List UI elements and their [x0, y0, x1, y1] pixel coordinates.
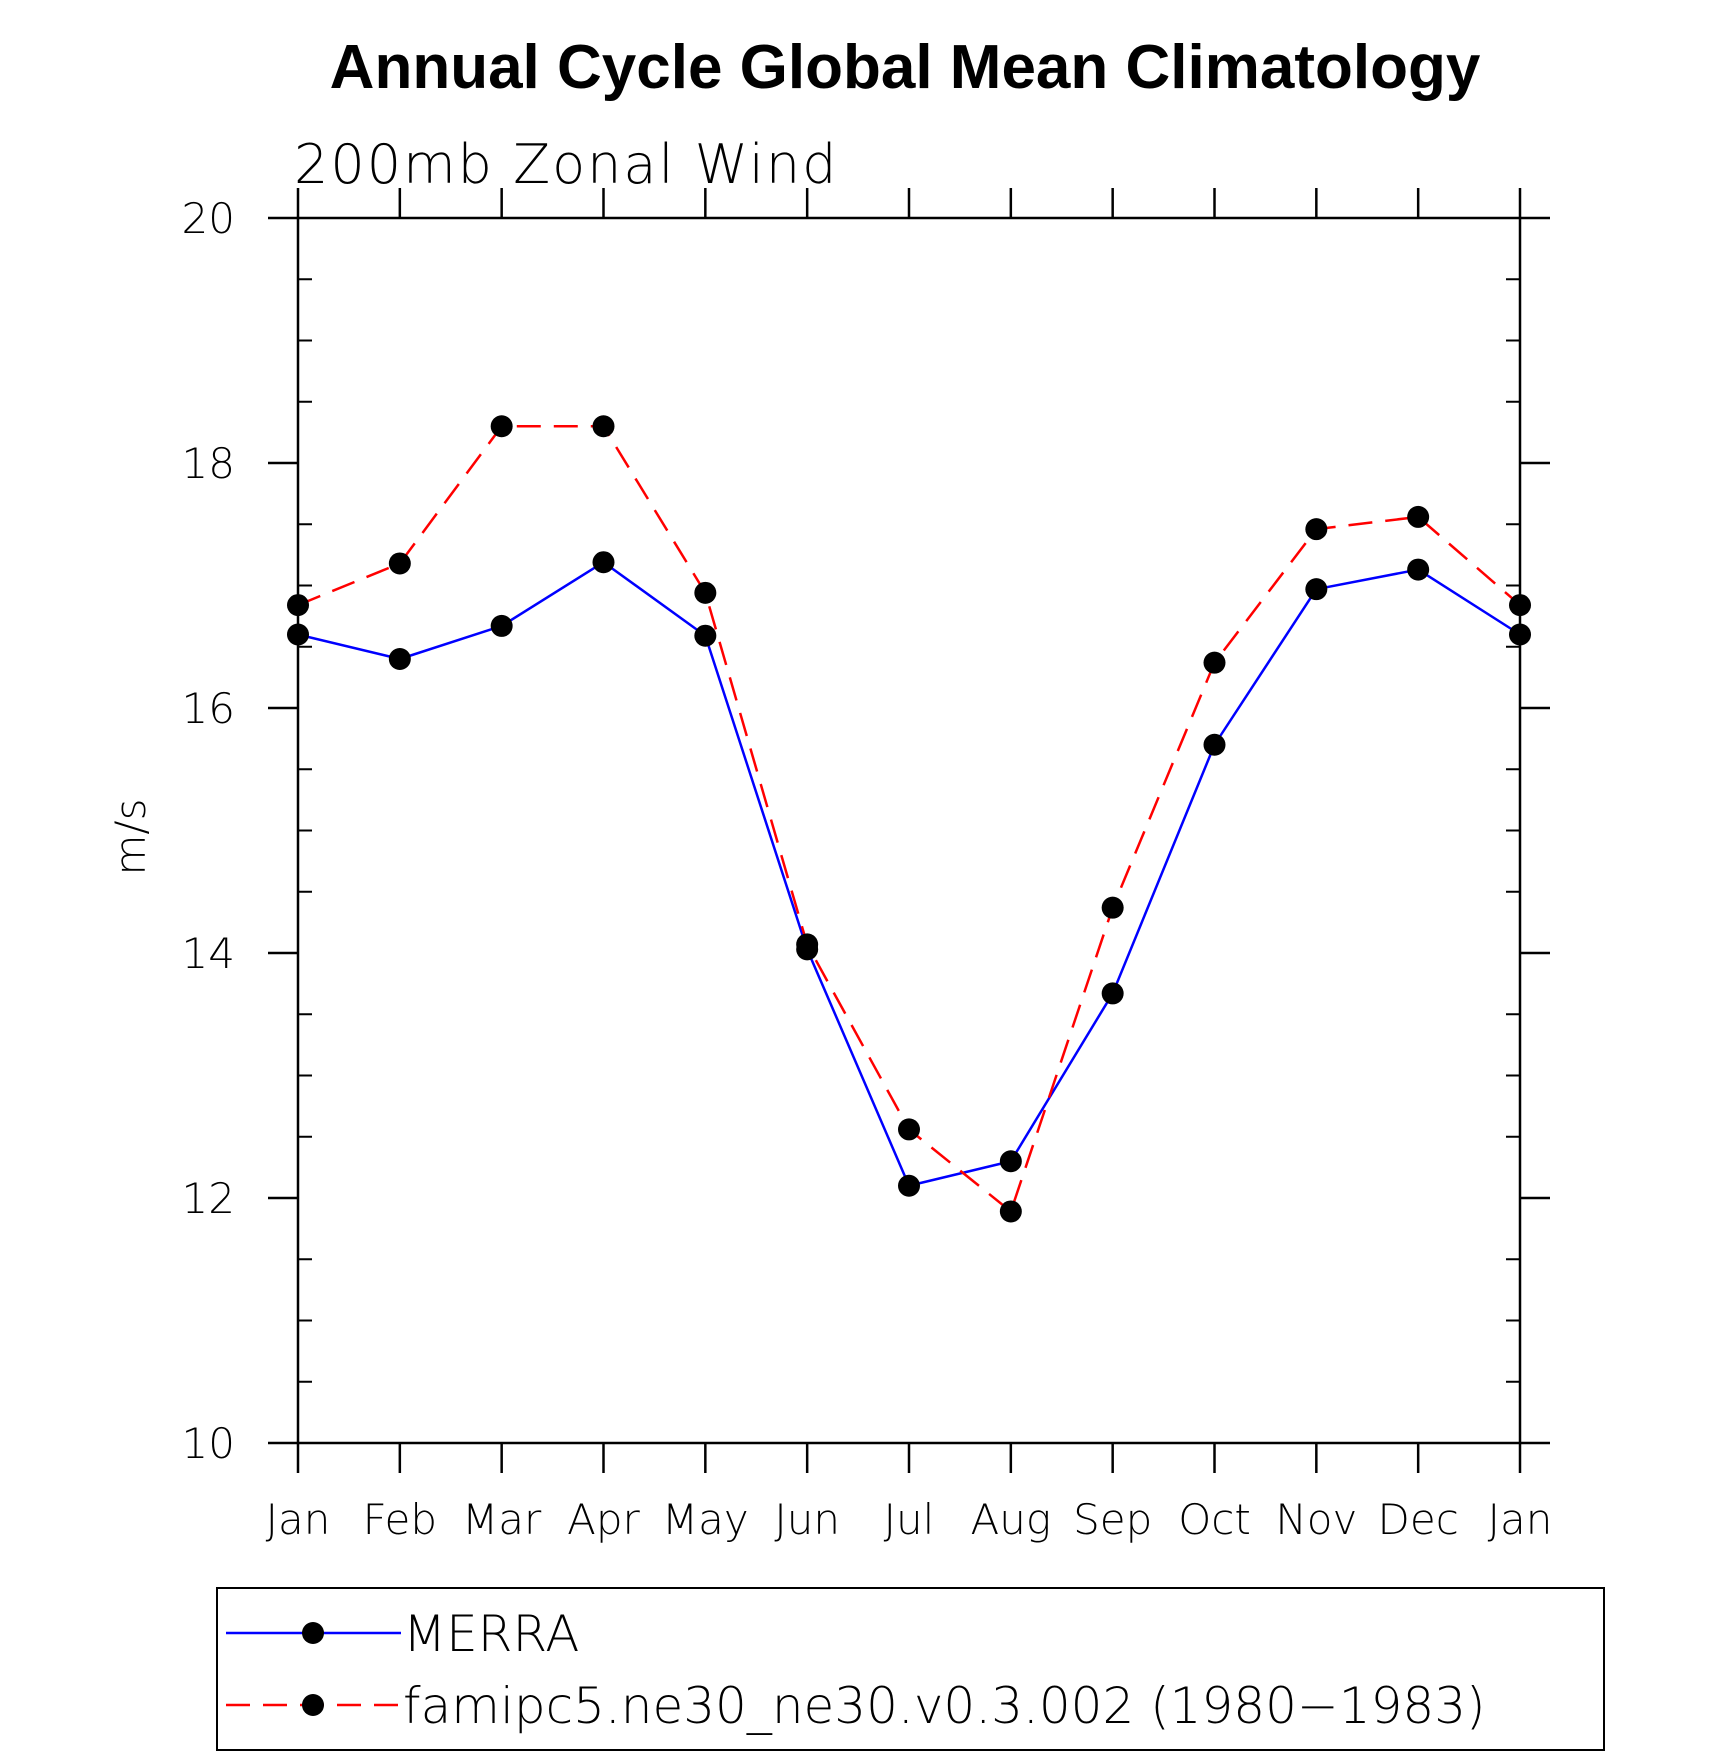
x-tick-label: Jan — [266, 1495, 331, 1544]
series-layer — [287, 415, 1531, 1223]
data-point — [1101, 896, 1124, 919]
y-tick-label: 18 — [182, 439, 235, 488]
legend-label: famipc5.ne30_ne30.v0.3.002 (1980−1983) — [403, 1677, 1486, 1735]
legend-marker — [302, 1622, 324, 1644]
data-point — [592, 415, 615, 438]
legend-marker — [302, 1694, 324, 1716]
data-point — [1305, 578, 1328, 601]
y-tick-label: 16 — [182, 684, 235, 733]
data-point — [388, 552, 411, 575]
legend-box — [216, 1587, 1605, 1751]
x-tick-label: Feb — [363, 1495, 437, 1544]
x-tick-label: Dec — [1378, 1495, 1459, 1544]
data-point — [490, 415, 513, 438]
data-point — [1509, 594, 1531, 617]
x-tick-label: Oct — [1178, 1495, 1251, 1544]
x-tick-label: Jun — [774, 1495, 840, 1544]
y-axis-label: m/s — [106, 799, 155, 876]
data-point — [1305, 518, 1328, 541]
data-point — [1509, 623, 1531, 646]
data-point — [694, 581, 717, 604]
x-tick-label: Mar — [462, 1495, 542, 1544]
x-tick-label: Jan — [1488, 1495, 1553, 1544]
data-point — [1101, 982, 1124, 1005]
data-point — [1203, 651, 1226, 674]
y-tick-label: 20 — [182, 194, 235, 243]
data-point — [1407, 505, 1430, 528]
data-point — [1203, 733, 1226, 756]
x-tick-label: May — [662, 1495, 749, 1544]
x-tick-label: Nov — [1275, 1495, 1357, 1544]
data-point — [490, 614, 513, 637]
legend: MERRA famipc5.ne30_ne30.v0.3.002 (1980−19… — [226, 1605, 1486, 1735]
chart-subtitle: 200mb Zonal Wind — [294, 133, 838, 196]
data-point — [592, 551, 615, 574]
y-tick-label: 12 — [182, 1174, 235, 1223]
legend-label: MERRA — [403, 1605, 579, 1663]
chart-title: Annual Cycle Global Mean Climatology — [330, 33, 1481, 102]
y-tick-label: 10 — [182, 1419, 235, 1468]
axes-layer: Jan Feb Mar Apr May Jun Jul Aug Sep Oct Nov Dec Jan 1… — [182, 188, 1553, 1544]
data-point — [999, 1150, 1022, 1173]
data-point — [388, 648, 411, 670]
data-point — [287, 594, 309, 617]
x-tick-label: Jul — [884, 1495, 935, 1544]
y-tick-label: 14 — [182, 929, 235, 978]
data-point — [694, 624, 717, 647]
x-tick-label: Sep — [1073, 1495, 1152, 1544]
x-tick-label: Aug — [971, 1495, 1052, 1544]
data-point — [796, 933, 819, 956]
series-line-0 — [297, 560, 1521, 1187]
data-point — [287, 623, 309, 646]
data-point — [1407, 558, 1430, 581]
data-point — [898, 1118, 920, 1141]
data-point — [999, 1200, 1022, 1223]
x-tick-label: Apr — [567, 1495, 640, 1544]
plot-frame — [296, 216, 1522, 1445]
series-line-1 — [297, 425, 1521, 1213]
data-point — [898, 1174, 920, 1197]
